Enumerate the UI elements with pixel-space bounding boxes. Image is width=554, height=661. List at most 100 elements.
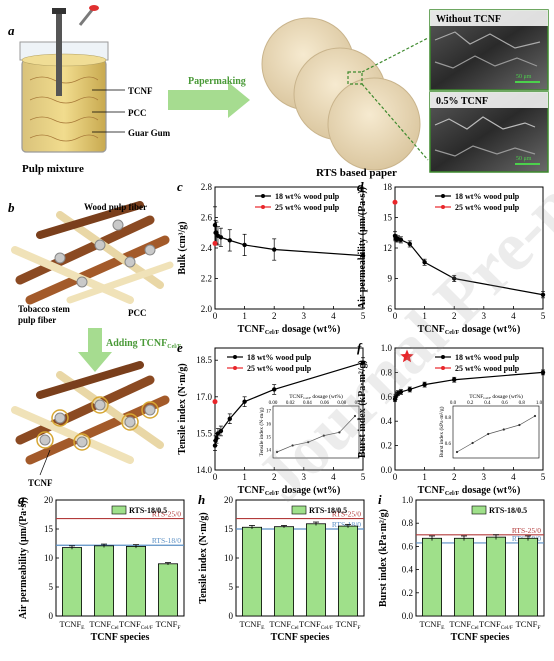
- inset-frame: [452, 405, 540, 459]
- chart-e: e 14.0 15.5 17.0 18.5 Tensile index (N·m/g) 0 1…: [177, 340, 366, 497]
- legend-swatch: [111, 505, 127, 515]
- zoom-box: [347, 71, 363, 85]
- x-tick-label: 3: [482, 472, 487, 482]
- panel-letter-d: d: [357, 179, 364, 194]
- inset-y-tick-label: 15: [266, 436, 272, 441]
- label-rts-paper: RTS based paper: [316, 167, 397, 179]
- data-point: [392, 199, 398, 205]
- legend-marker: [441, 366, 445, 370]
- y-axis-title: Burst index (kPa·m²/g): [378, 509, 389, 607]
- panel-letter-h: h: [198, 492, 205, 507]
- panel-letter-g: g: [17, 492, 25, 507]
- data-point: [242, 242, 247, 248]
- chart-c: c 2.0 2.2 2.4 2.6 2.8 Bulk (cm³/g) 0 1 2 3 4 5 TCNFCe…: [177, 179, 366, 336]
- series-line: [214, 225, 364, 257]
- data-point: [215, 431, 221, 436]
- x-axis-title: TCNFCel/F dosage (wt%): [418, 324, 521, 336]
- chart-h: h 0 5 10 15 20 Tensile index (N·m/g) RTS-25/0RT…: [198, 492, 365, 643]
- bar: [485, 536, 506, 617]
- x-tick-label: 4: [511, 311, 516, 321]
- x-tick-label: TCNFE: [59, 619, 85, 631]
- data-point: [242, 399, 247, 404]
- x-tick-label: 0: [213, 472, 218, 482]
- bar: [453, 537, 474, 617]
- bar: [421, 537, 442, 617]
- panel-letter-f: f: [357, 340, 363, 355]
- label-tobacco-stem: Tobacco stem pulp fiber: [18, 304, 70, 325]
- inset-y-tick-label: 16: [266, 423, 272, 428]
- x-tick-label: 3: [482, 311, 487, 321]
- x-tick-label: TCNFCel: [269, 619, 299, 631]
- label-wood-pulp-fiber: Wood pulp fiber: [84, 202, 147, 212]
- inset-point: [471, 441, 474, 445]
- sem-image-without: Without TCNF 50 μm: [429, 9, 549, 91]
- legend-marker: [233, 355, 237, 359]
- label-pcc: PCC: [128, 108, 147, 118]
- x-tick-label: TCNFF: [156, 619, 181, 631]
- sem-title-without: Without TCNF: [436, 14, 501, 25]
- inset-chart: 0.00 0.02 0.04 0.06 0.08 0.10 14 15 16 17 TCNFCel/…: [258, 393, 364, 459]
- bar: [305, 523, 326, 617]
- x-tick-label: 0: [393, 311, 398, 321]
- y-tick-label: 0: [229, 611, 234, 621]
- inset-x-tick-label: 0.2: [467, 401, 474, 406]
- chart-g: g 0 5 10 15 20 Air permeability (μm/(Pa·s)) RTS…: [17, 492, 185, 643]
- y-axis-title: Tensile index (N·m/g): [198, 512, 209, 603]
- inset-x-tick-label: 0.00: [269, 401, 278, 406]
- inset-x-tick-label: 0.0: [450, 401, 457, 406]
- x-tick-label: 5: [541, 311, 546, 321]
- label-pulp-mixture: Pulp mixture: [22, 163, 84, 175]
- legend-label: 25 wt% wood pulp: [455, 203, 520, 212]
- sem-scale-with: 50 μm: [516, 156, 532, 162]
- inset-x-tick-label: 0.04: [303, 401, 312, 406]
- legend-label: RTS-18/0.5: [309, 506, 347, 515]
- legend-swatch: [291, 505, 307, 515]
- inset-x-tick-label: 0.10: [355, 401, 364, 406]
- inset-x-tick-label: 1.0: [536, 401, 543, 406]
- fiber-network-illustration: [11, 201, 174, 305]
- x-axis-title: TCNFCel/F dosage (wt%): [418, 485, 521, 497]
- label-tcnf: TCNF: [128, 86, 153, 96]
- inset-point: [338, 431, 341, 434]
- x-tick-label: TCNFF: [336, 619, 361, 631]
- inset-line: [456, 415, 536, 453]
- y-tick-label: 18: [383, 182, 393, 192]
- y-tick-label: 14.0: [196, 465, 212, 475]
- y-axis-title: Tensile index (N·m/g): [177, 363, 188, 454]
- y-axis-title: Burst index (kPa·m²/g): [357, 360, 368, 458]
- legend-label: 18 wt% wood pulp: [455, 353, 520, 362]
- x-tick-label: 1: [242, 311, 247, 321]
- legend-label: 18 wt% wood pulp: [275, 192, 340, 201]
- y-tick-label: 0.8: [402, 518, 414, 528]
- sem-title-with: 0.5% TCNF: [436, 96, 488, 107]
- y-axis-title: Bulk (cm³/g): [177, 221, 188, 274]
- y-tick-label: 15: [383, 213, 393, 223]
- data-point: [422, 382, 427, 387]
- inset-frame: [272, 405, 360, 459]
- bar: [62, 547, 83, 617]
- legend-label: 25 wt% wood pulp: [247, 364, 312, 373]
- y-tick-label: 1.0: [381, 343, 393, 353]
- inset-line: [276, 415, 356, 453]
- inset-x-tick-label: 0.4: [484, 401, 491, 406]
- data-point: [360, 360, 366, 365]
- y-tick-label: 10: [224, 553, 234, 563]
- bar: [94, 545, 115, 617]
- data-point: [398, 237, 404, 243]
- legend-marker: [441, 355, 445, 359]
- x-tick-label: 2: [452, 472, 457, 482]
- beaker-illustration: [19, 5, 109, 153]
- panel-letter-e: e: [177, 340, 183, 355]
- y-tick-label: 20: [224, 495, 234, 505]
- inset-x-tick-label: 0.08: [337, 401, 346, 406]
- y-tick-label: 0.0: [402, 611, 414, 621]
- x-tick-label: TCNFE: [419, 619, 445, 631]
- x-tick-label: 0: [213, 311, 218, 321]
- adding-arrow: [78, 328, 112, 372]
- x-tick-label: 4: [511, 472, 516, 482]
- inset-point: [518, 423, 521, 427]
- label-guar-gum: Guar Gum: [128, 128, 171, 138]
